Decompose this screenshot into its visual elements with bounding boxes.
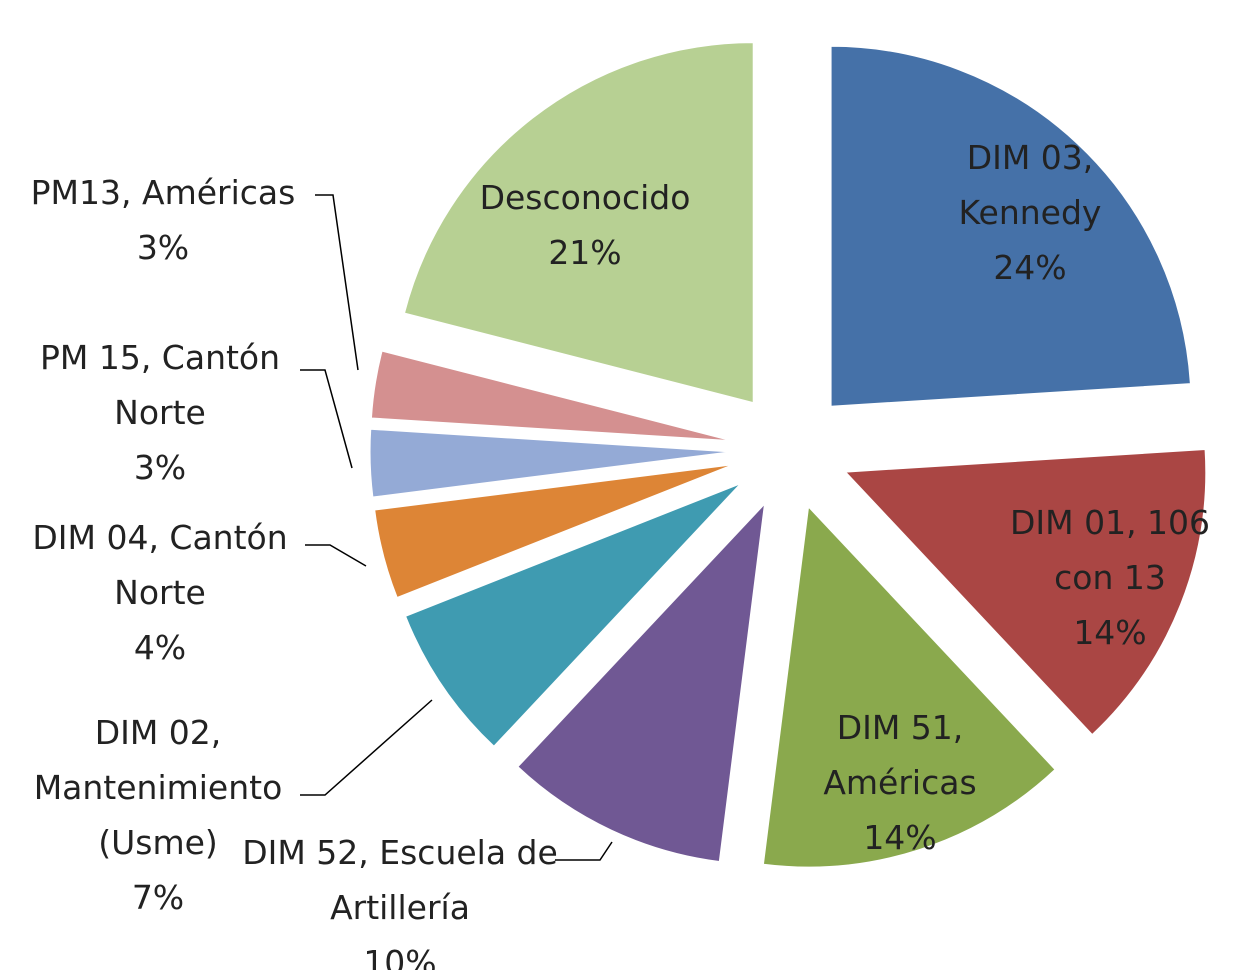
slice-category: Desconocido (479, 178, 691, 217)
slice-percent: 4% (133, 628, 187, 667)
slice-label: DIM 02, Mantenimiento (Usme) 7% (8, 705, 308, 925)
slice-percent: 14% (1073, 613, 1147, 652)
slice-label: DIM 03, Kennedy 24% (930, 130, 1130, 295)
slice-label: DIM 01, 106 con 13 14% (990, 495, 1230, 660)
pie-slice (374, 464, 733, 599)
slice-percent: 24% (993, 248, 1067, 287)
pie-slice (403, 42, 754, 404)
slice-label: PM13, Américas 3% (3, 165, 323, 275)
slice-category: PM13, Américas (30, 173, 296, 212)
leader-line (315, 194, 359, 371)
pie-slice (762, 505, 1056, 868)
pie-slice (517, 502, 766, 863)
slice-percent: 3% (136, 228, 190, 267)
slice-category: DIM 02, Mantenimiento (Usme) (33, 713, 283, 862)
slice-label: DIM 51, Américas 14% (800, 700, 1000, 865)
slice-category: DIM 52, Escuela de Artillería (242, 833, 558, 927)
slice-label: PM 15, Cantón Norte 3% (10, 330, 310, 495)
pie-slice (844, 448, 1207, 736)
slice-percent: 14% (863, 818, 937, 857)
leader-line (555, 841, 613, 861)
slice-label: Desconocido 21% (455, 170, 715, 280)
slice-category: PM 15, Cantón Norte (39, 338, 281, 432)
pie-slice (369, 428, 731, 498)
slice-percent: 3% (133, 448, 187, 487)
slice-percent: 21% (548, 233, 622, 272)
leader-line (300, 699, 433, 796)
slice-category: DIM 04, Cantón Norte (32, 518, 288, 612)
leader-line (305, 544, 367, 567)
pie-slice (370, 350, 731, 442)
slice-percent: 7% (131, 878, 185, 917)
pie-slice (405, 483, 741, 747)
slice-percent: 10% (363, 943, 437, 970)
slice-category: DIM 01, 106 con 13 (1009, 503, 1211, 597)
slice-label: DIM 52, Escuela de Artillería 10% (240, 825, 560, 970)
slice-category: DIM 51, Américas (823, 708, 977, 802)
pie-slice (830, 45, 1191, 407)
leader-line (300, 369, 353, 469)
slice-category: DIM 03, Kennedy (958, 138, 1102, 232)
slice-label: DIM 04, Cantón Norte 4% (10, 510, 310, 675)
